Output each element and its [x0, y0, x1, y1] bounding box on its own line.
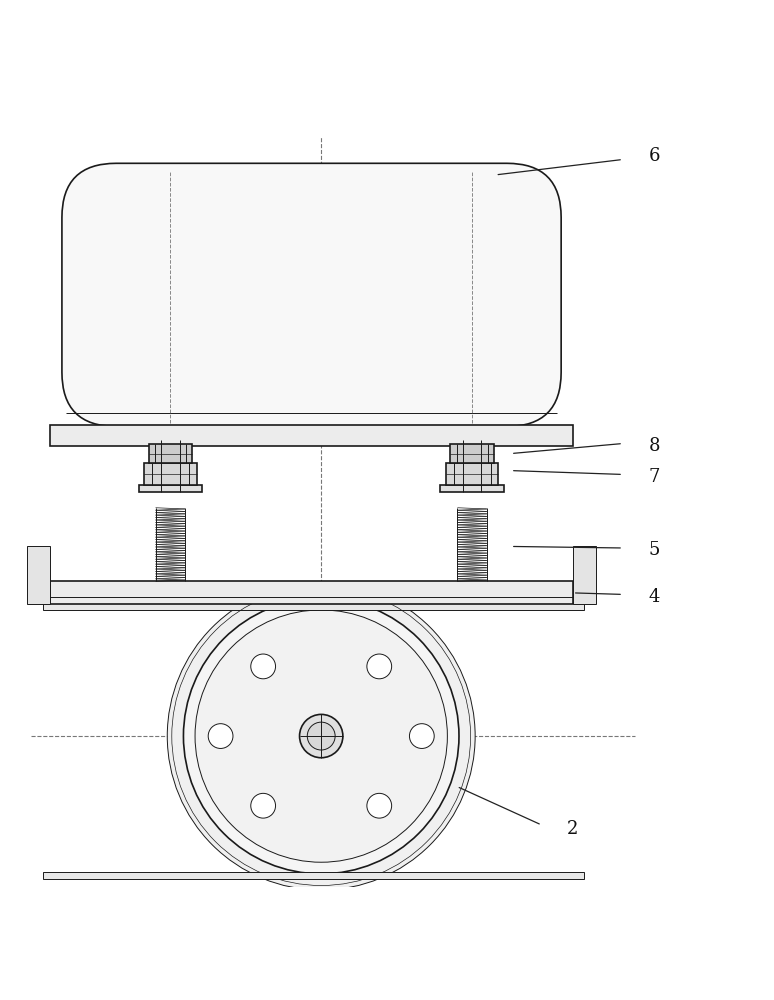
Text: 7: 7	[649, 468, 659, 486]
Circle shape	[251, 654, 276, 679]
Circle shape	[367, 793, 392, 818]
Circle shape	[208, 724, 233, 748]
Text: 5: 5	[649, 541, 659, 559]
Bar	[440, 485, 504, 492]
Circle shape	[251, 793, 276, 818]
Bar	[573, 546, 596, 604]
Text: 8: 8	[649, 437, 659, 455]
Text: 2: 2	[567, 820, 578, 838]
FancyBboxPatch shape	[62, 163, 561, 426]
Bar	[27, 546, 50, 604]
Circle shape	[195, 610, 447, 862]
Bar	[139, 485, 202, 492]
Bar	[50, 425, 573, 446]
Bar	[43, 602, 584, 610]
Bar	[43, 872, 584, 879]
Circle shape	[409, 724, 434, 748]
Bar	[50, 581, 573, 604]
Bar	[149, 444, 192, 463]
Circle shape	[307, 722, 335, 750]
Bar	[450, 444, 494, 463]
Circle shape	[183, 598, 459, 874]
Circle shape	[367, 654, 392, 679]
Text: 6: 6	[649, 147, 659, 165]
Bar	[144, 463, 197, 485]
Bar	[446, 463, 498, 485]
Ellipse shape	[167, 582, 475, 890]
Circle shape	[300, 714, 343, 758]
Text: 4: 4	[649, 588, 659, 606]
